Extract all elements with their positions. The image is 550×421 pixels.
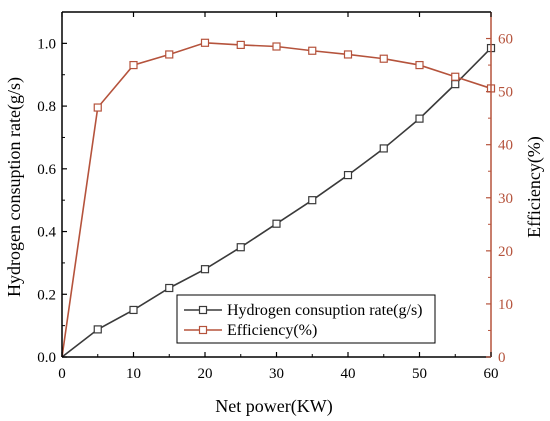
data-point-hydrogen xyxy=(308,196,317,205)
legend-box xyxy=(176,294,436,344)
data-point-efficiency xyxy=(236,40,245,50)
data-point-hydrogen xyxy=(451,80,460,89)
right-y-tick-label: 20 xyxy=(498,244,513,260)
x-tick-label: 50 xyxy=(412,366,427,382)
data-point-efficiency xyxy=(379,54,388,63)
left-y-axis-title: Hydrogen consuption rate(g/s) xyxy=(4,77,25,297)
data-point-hydrogen xyxy=(200,265,210,274)
x-tick-label: 30 xyxy=(269,366,284,382)
left-y-tick-label: 0.8 xyxy=(37,99,56,115)
data-point-efficiency xyxy=(415,60,424,70)
data-point-efficiency xyxy=(165,50,174,59)
x-axis-title: Net power(KW) xyxy=(215,396,332,417)
x-tick-label: 0 xyxy=(58,366,66,382)
legend-marker xyxy=(198,305,208,315)
right-y-tick-label: 30 xyxy=(498,191,513,207)
x-tick-label: 40 xyxy=(341,366,356,382)
right-y-tick-label: 0 xyxy=(498,350,506,366)
series-layer xyxy=(61,38,496,358)
x-tick-label: 10 xyxy=(126,366,141,382)
data-point-hydrogen xyxy=(236,243,245,252)
right-y-tick-label: 40 xyxy=(498,138,513,154)
right-y-tick-label: 60 xyxy=(498,32,513,48)
data-point-efficiency xyxy=(308,46,317,55)
left-y-tick-label: 0.0 xyxy=(37,350,56,366)
data-point-hydrogen xyxy=(93,325,102,334)
data-point-efficiency xyxy=(93,103,102,112)
ticks-layer: 0 10 20 30 40 50 60 0.0 0.2 0.4 0.6 0.8 1.0 0 10 20 30 40… xyxy=(37,11,513,382)
left-y-tick-label: 1.0 xyxy=(37,36,56,52)
data-point-efficiency xyxy=(129,60,138,70)
right-y-axis-title: Efficiency(%) xyxy=(524,136,545,238)
x-tick-label: 20 xyxy=(198,366,213,382)
data-point-efficiency xyxy=(343,50,353,59)
legend-marker xyxy=(198,325,208,335)
legend-label: Efficiency(%) xyxy=(227,322,317,339)
legend: Hydrogen consuption rate(g/s) Efficiency(… xyxy=(176,294,436,344)
right-y-tick-label: 10 xyxy=(498,297,513,313)
data-point-hydrogen xyxy=(165,283,174,293)
left-y-tick-label: 0.2 xyxy=(37,287,56,303)
data-point-efficiency xyxy=(451,72,460,81)
data-point-hydrogen xyxy=(415,114,424,123)
data-point-hydrogen xyxy=(343,170,353,180)
x-tick-label: 60 xyxy=(484,366,499,382)
data-point-hydrogen xyxy=(272,219,281,228)
legend-label: Hydrogen consuption rate(g/s) xyxy=(227,302,423,319)
left-y-tick-label: 0.4 xyxy=(37,225,56,241)
data-point-efficiency xyxy=(272,42,281,51)
data-point-efficiency xyxy=(200,38,210,47)
data-point-hydrogen xyxy=(129,305,138,315)
right-y-tick-label: 50 xyxy=(498,85,513,101)
data-point-hydrogen xyxy=(379,144,388,153)
left-y-tick-label: 0.6 xyxy=(37,162,56,178)
